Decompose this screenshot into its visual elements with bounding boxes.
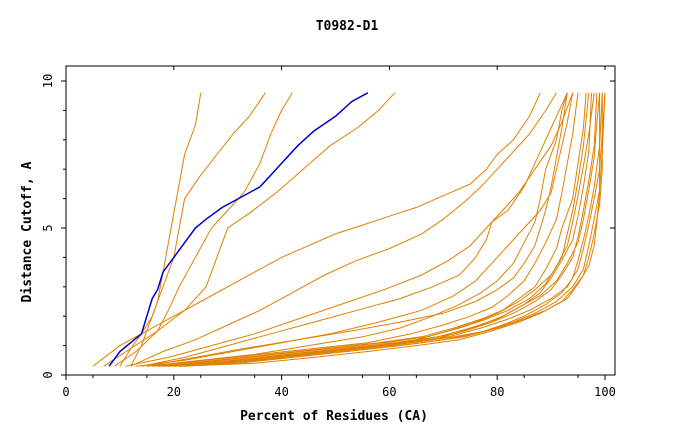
x-tick-label: 100 bbox=[594, 385, 616, 399]
x-axis-label: Percent of Residues (CA) bbox=[240, 409, 428, 424]
series-line-23 bbox=[146, 92, 568, 367]
x-tick-label: 0 bbox=[62, 385, 69, 399]
series-line-17 bbox=[173, 92, 606, 367]
series-line-18 bbox=[179, 92, 606, 367]
series-line-16 bbox=[173, 92, 603, 367]
x-tick-label: 40 bbox=[274, 385, 288, 399]
y-axis: 0 5 10 bbox=[41, 74, 615, 379]
x-tick-label: 60 bbox=[382, 385, 396, 399]
series-line-6 bbox=[130, 92, 557, 367]
series-line-10 bbox=[157, 92, 587, 367]
series-line-20 bbox=[184, 92, 601, 367]
series-line-5 bbox=[92, 92, 541, 367]
series-line-highlight bbox=[108, 92, 369, 367]
series-line-9 bbox=[152, 92, 579, 367]
y-tick-label: 10 bbox=[41, 74, 55, 88]
x-tick-label: 80 bbox=[490, 385, 504, 399]
series-layer bbox=[92, 92, 606, 367]
series-line-13 bbox=[162, 92, 595, 367]
x-axis: 0 20 40 60 80 100 bbox=[62, 66, 616, 399]
series-line-19 bbox=[179, 92, 603, 367]
series-line-4 bbox=[103, 92, 396, 367]
series-line-22 bbox=[125, 92, 574, 367]
y-tick-label: 0 bbox=[41, 371, 55, 378]
series-line-8 bbox=[146, 92, 568, 367]
plot-area-frame bbox=[65, 65, 616, 376]
y-tick-label: 5 bbox=[41, 224, 55, 231]
x-tick-label: 20 bbox=[167, 385, 181, 399]
series-line-3 bbox=[114, 92, 293, 367]
chart-title: T0982-D1 bbox=[316, 19, 379, 34]
y-axis-label: Distance Cutoff, A bbox=[20, 161, 35, 302]
series-line-7 bbox=[141, 92, 568, 367]
series-line-15 bbox=[168, 92, 601, 367]
series-line-11 bbox=[157, 92, 590, 367]
series-line-1 bbox=[130, 92, 202, 367]
